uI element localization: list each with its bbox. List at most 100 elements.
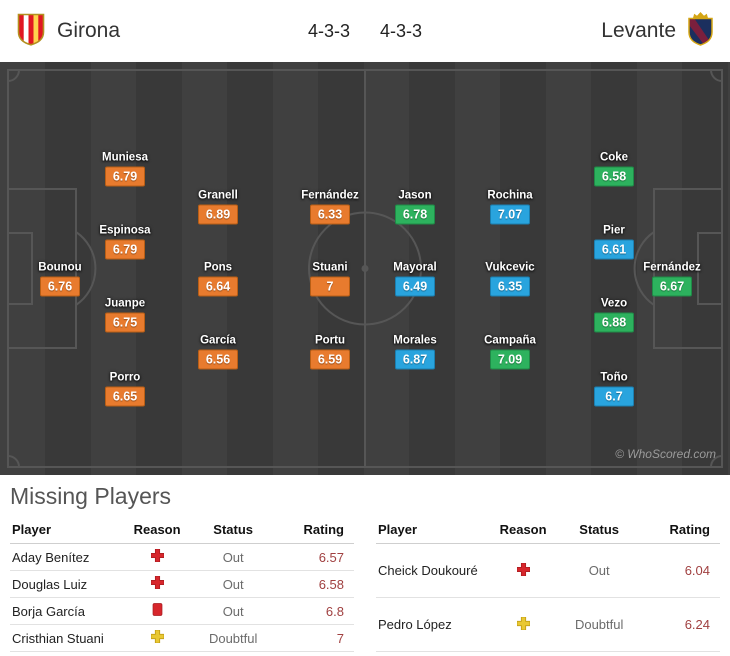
- missing-player-name: Cristhian Stuani: [10, 624, 124, 652]
- col-player: Player: [376, 519, 490, 544]
- player-rating-badge: 6.78: [395, 204, 435, 225]
- girona-crest-icon: [16, 12, 46, 51]
- player-name: Portu: [314, 334, 346, 347]
- status-text: Doubtful: [557, 597, 642, 652]
- player-name: Rochina: [487, 189, 533, 202]
- player-away: Mayoral 6.49: [367, 262, 463, 297]
- player-name: Fernández: [301, 189, 359, 202]
- player-rating-badge: 7.07: [490, 204, 530, 225]
- status-text: Out: [191, 597, 276, 625]
- missing-table-home: Player Reason Status Rating Aday Benítez…: [10, 519, 354, 652]
- table-header-row: Player Reason Status Rating: [10, 519, 354, 544]
- rating-value: 6.57: [275, 543, 354, 571]
- missing-players-title: Missing Players: [10, 483, 172, 509]
- player-rating-badge: 6.87: [395, 349, 435, 370]
- player-away: Fernández 6.67: [624, 262, 720, 297]
- status-text: Doubtful: [191, 624, 276, 652]
- player-rating-badge: 6.33: [310, 204, 350, 225]
- player-rating-badge: 6.59: [310, 349, 350, 370]
- away-team-name: Levante: [601, 19, 676, 42]
- status-text: Out: [191, 543, 276, 571]
- missing-players-section: Missing Players Player Reason Status Rat…: [0, 475, 730, 656]
- levante-crest-icon: [687, 11, 714, 51]
- player-home: Muniesa 6.79: [77, 152, 173, 187]
- missing-player-name: Douglas Luiz: [10, 570, 124, 598]
- player-rating-badge: 6.76: [40, 276, 80, 297]
- injury-icon: [150, 575, 164, 590]
- col-reason: Reason: [489, 519, 558, 544]
- player-name: Fernández: [643, 261, 701, 274]
- rating-value: 6.04: [641, 543, 720, 598]
- col-player: Player: [10, 519, 124, 544]
- col-rating: Rating: [275, 519, 354, 544]
- missing-player-row: Pedro López Doubtful 6.24: [376, 597, 720, 652]
- player-home: Espinosa 6.79: [77, 225, 173, 260]
- player-name: Mayoral: [393, 261, 437, 274]
- player-rating-badge: 6.65: [105, 386, 145, 407]
- player-home: Portu 6.59: [282, 335, 378, 370]
- pitch: Bounou 6.76 Muniesa 6.79 Espinosa 6.79 J…: [0, 62, 730, 475]
- player-rating-badge: 7: [310, 276, 350, 297]
- missing-player-row: Borja García Out 6.8: [10, 597, 354, 625]
- col-rating: Rating: [641, 519, 720, 544]
- player-rating-badge: 6.64: [198, 276, 238, 297]
- player-name: Porro: [109, 371, 141, 384]
- player-name: Bounou: [38, 261, 82, 274]
- doubtful-icon: [516, 616, 531, 630]
- player-home: Granell 6.89: [170, 190, 266, 225]
- player-name: Coke: [599, 151, 629, 164]
- away-formation: 4-3-3: [380, 20, 423, 41]
- player-away: Vukcevic 6.35: [462, 262, 558, 297]
- player-home: Juanpe 6.75: [77, 298, 173, 333]
- rating-value: 6.58: [275, 570, 354, 598]
- missing-player-name: Pedro López: [376, 597, 490, 652]
- player-home: Bounou 6.76: [12, 262, 108, 297]
- player-name: Espinosa: [99, 224, 151, 237]
- player-home: Stuani 7: [282, 262, 378, 297]
- rating-value: 7: [275, 624, 354, 652]
- watermark: © WhoScored.com: [615, 447, 716, 461]
- home-team-name: Girona: [57, 19, 121, 42]
- player-name: Vukcevic: [485, 261, 535, 274]
- missing-player-row: Cheick Doukouré Out 6.04: [376, 543, 720, 598]
- player-away: Campaña 7.09: [462, 335, 558, 370]
- player-name: Vezo: [600, 297, 628, 310]
- missing-player-row: Cristhian Stuani Doubtful 7: [10, 624, 354, 652]
- formations: 4-3-3 4-3-3: [308, 21, 422, 42]
- away-team-block: Levante: [601, 11, 714, 51]
- player-away: Jason 6.78: [367, 190, 463, 225]
- player-rating-badge: 6.56: [198, 349, 238, 370]
- player-rating-badge: 6.89: [198, 204, 238, 225]
- player-name: Stuani: [312, 261, 348, 274]
- red-card-icon: [152, 603, 163, 616]
- col-status: Status: [191, 519, 276, 544]
- injury-icon: [516, 562, 530, 576]
- missing-player-row: Douglas Luiz Out 6.58: [10, 570, 354, 598]
- injury-icon: [150, 548, 164, 563]
- player-rating-badge: 7.09: [490, 349, 530, 370]
- missing-tables: Player Reason Status Rating Aday Benítez…: [10, 519, 720, 652]
- player-away: Coke 6.58: [566, 152, 662, 187]
- players-layer: Bounou 6.76 Muniesa 6.79 Espinosa 6.79 J…: [0, 62, 730, 475]
- player-name: Pons: [203, 261, 233, 274]
- player-away: Morales 6.87: [367, 335, 463, 370]
- rating-value: 6.24: [641, 597, 720, 652]
- player-home: Pons 6.64: [170, 262, 266, 297]
- player-away: Toño 6.7: [566, 372, 662, 407]
- player-home: Porro 6.65: [77, 372, 173, 407]
- player-rating-badge: 6.61: [594, 239, 634, 260]
- player-rating-badge: 6.58: [594, 166, 634, 187]
- missing-player-name: Borja García: [10, 597, 124, 625]
- player-rating-badge: 6.67: [652, 276, 692, 297]
- home-team-block: Girona: [16, 12, 120, 51]
- missing-player-row: Aday Benítez Out 6.57: [10, 543, 354, 571]
- player-home: Fernández 6.33: [282, 190, 378, 225]
- match-header: Girona 4-3-3 4-3-3 Levante: [0, 0, 730, 62]
- status-text: Out: [191, 570, 276, 598]
- missing-player-name: Cheick Doukouré: [376, 543, 490, 598]
- player-name: Juanpe: [104, 297, 146, 310]
- missing-player-name: Aday Benítez: [10, 543, 124, 571]
- player-rating-badge: 6.88: [594, 312, 634, 333]
- player-rating-badge: 6.79: [105, 239, 145, 260]
- table-header-row: Player Reason Status Rating: [376, 519, 720, 544]
